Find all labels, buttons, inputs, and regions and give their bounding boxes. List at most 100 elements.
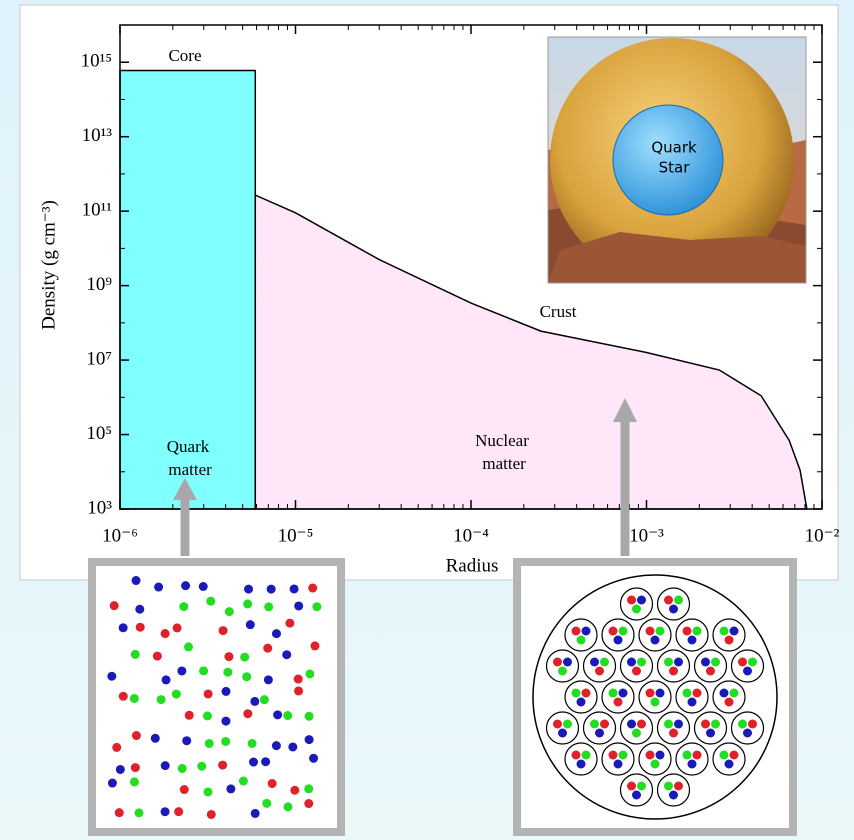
nucleon — [621, 588, 653, 620]
nucleon — [602, 619, 634, 651]
quark-dot — [595, 667, 604, 676]
nucleon — [565, 681, 597, 713]
quark-dot — [181, 581, 190, 590]
quark-dot — [244, 585, 253, 594]
quark-dot — [239, 777, 248, 786]
quark-dot — [730, 689, 739, 698]
quark-dot — [119, 623, 128, 632]
quark-dot — [738, 658, 747, 667]
quark-dot — [738, 720, 747, 729]
quark-dot — [683, 751, 692, 760]
quark-dot — [199, 582, 208, 591]
quark-dot — [264, 675, 273, 684]
quark-dot — [711, 720, 720, 729]
nucleon — [732, 712, 764, 744]
nucleon — [658, 588, 690, 620]
quark-dot — [264, 602, 273, 611]
quark-dot — [669, 729, 678, 738]
nucleon — [584, 712, 616, 744]
quark-dot — [674, 720, 683, 729]
quark-dot — [627, 596, 636, 605]
quark-dot — [178, 764, 187, 773]
nucleon — [676, 681, 708, 713]
quark-dot — [162, 675, 171, 684]
quark-dot — [132, 731, 141, 740]
quark-dot — [558, 729, 567, 738]
nucleon — [695, 712, 727, 744]
y-tick-label: 10⁵ — [86, 423, 112, 444]
x-tick-label: 10⁻² — [805, 525, 840, 546]
quark-dot — [251, 809, 260, 818]
x-tick-label: 10⁻⁶ — [102, 525, 138, 546]
nucleon — [565, 619, 597, 651]
quark-dot — [177, 666, 186, 675]
quark-dot — [577, 698, 586, 707]
quark-dot — [730, 751, 739, 760]
quark-dot — [748, 720, 757, 729]
quark-dot — [619, 627, 628, 636]
quark-dot — [199, 666, 208, 675]
quark-dot — [743, 667, 752, 676]
quark-dot — [290, 786, 299, 795]
quark-dot — [288, 742, 297, 751]
y-tick-label: 10¹³ — [82, 125, 113, 146]
quark-dot — [627, 782, 636, 791]
quark-dot — [294, 686, 303, 695]
quark-dot — [664, 658, 673, 667]
quark-dot — [180, 785, 189, 794]
nucleon — [676, 619, 708, 651]
quark-dot — [225, 607, 234, 616]
quark-dot — [748, 658, 757, 667]
page: 10⁻⁶10⁻⁵10⁻⁴10⁻³10⁻²10³10⁵10⁷10⁹10¹¹10¹³… — [0, 0, 854, 840]
y-tick-label: 10⁹ — [86, 274, 112, 295]
quark-dot — [131, 763, 140, 772]
quark-dot — [310, 641, 319, 650]
quark-dot — [656, 689, 665, 698]
quark-dot — [706, 729, 715, 738]
quark-dot — [558, 667, 567, 676]
nucleon — [547, 712, 579, 744]
quark-dot — [305, 669, 314, 678]
quark-dot — [173, 623, 182, 632]
quark-dot — [582, 689, 591, 698]
quark-dot — [563, 658, 572, 667]
inset-text: Quark — [651, 139, 697, 157]
quark-dot — [646, 627, 655, 636]
quark-dot — [688, 636, 697, 645]
nucleon — [658, 774, 690, 806]
quark-dot — [184, 642, 193, 651]
nucleon — [584, 650, 616, 682]
quark-dot — [693, 627, 702, 636]
quark-dot — [669, 605, 678, 614]
x-axis-label: Radius — [446, 555, 499, 576]
quark-dot — [656, 751, 665, 760]
quark-dot — [720, 627, 729, 636]
quark-dot — [683, 627, 692, 636]
quark-dot — [614, 760, 623, 769]
nucleon — [639, 743, 671, 775]
quark-dot — [305, 712, 314, 721]
quark-dot — [701, 720, 710, 729]
quark-dot — [590, 658, 599, 667]
quark-dot — [132, 576, 141, 585]
quark-dot — [161, 761, 170, 770]
quark-dot — [226, 784, 235, 793]
quark-dot — [204, 689, 213, 698]
nucleon — [695, 650, 727, 682]
quark-dot — [664, 596, 673, 605]
quark-dot — [135, 605, 144, 614]
quark-dot — [222, 687, 231, 696]
quark-dot — [290, 584, 299, 593]
quark-dot — [609, 627, 618, 636]
quark-dot — [595, 729, 604, 738]
quark-dot — [130, 694, 139, 703]
quark-dot — [627, 658, 636, 667]
quark-dot — [674, 658, 683, 667]
quark-dot — [743, 729, 752, 738]
quark-dot — [174, 807, 183, 816]
quark-dot — [646, 689, 655, 698]
quark-dot — [283, 711, 292, 720]
quark-dot — [614, 636, 623, 645]
quark-dot — [179, 602, 188, 611]
quark-dot — [185, 711, 194, 720]
